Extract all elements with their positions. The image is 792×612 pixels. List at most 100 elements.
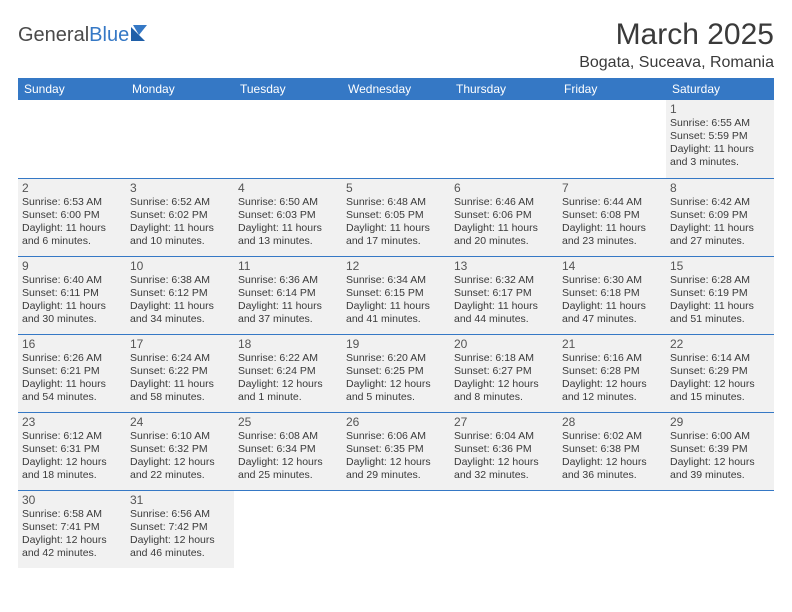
day-cell: 1Sunrise: 6:55 AMSunset: 5:59 PMDaylight… [666, 100, 774, 178]
day-sunset: Sunset: 6:05 PM [346, 209, 446, 222]
day-sunset: Sunset: 7:42 PM [130, 521, 230, 534]
day-number: 22 [670, 337, 770, 351]
day-number: 18 [238, 337, 338, 351]
day-info: Sunrise: 6:22 AMSunset: 6:24 PMDaylight:… [238, 352, 338, 405]
day-sunset: Sunset: 6:39 PM [670, 443, 770, 456]
day-info: Sunrise: 6:00 AMSunset: 6:39 PMDaylight:… [670, 430, 770, 483]
day-info: Sunrise: 6:36 AMSunset: 6:14 PMDaylight:… [238, 274, 338, 327]
day-sunset: Sunset: 6:12 PM [130, 287, 230, 300]
day-daylight: Daylight: 12 hours and 18 minutes. [22, 456, 122, 482]
day-cell: 28Sunrise: 6:02 AMSunset: 6:38 PMDayligh… [558, 412, 666, 490]
day-sunset: Sunset: 6:06 PM [454, 209, 554, 222]
day-sunset: Sunset: 6:34 PM [238, 443, 338, 456]
day-daylight: Daylight: 12 hours and 15 minutes. [670, 378, 770, 404]
day-sunset: Sunset: 6:21 PM [22, 365, 122, 378]
day-cell: 30Sunrise: 6:58 AMSunset: 7:41 PMDayligh… [18, 490, 126, 568]
day-sunset: Sunset: 6:32 PM [130, 443, 230, 456]
calendar-row: 9Sunrise: 6:40 AMSunset: 6:11 PMDaylight… [18, 256, 774, 334]
day-info: Sunrise: 6:14 AMSunset: 6:29 PMDaylight:… [670, 352, 770, 405]
day-daylight: Daylight: 12 hours and 5 minutes. [346, 378, 446, 404]
day-info: Sunrise: 6:42 AMSunset: 6:09 PMDaylight:… [670, 196, 770, 249]
day-number: 23 [22, 415, 122, 429]
day-daylight: Daylight: 11 hours and 44 minutes. [454, 300, 554, 326]
day-daylight: Daylight: 12 hours and 12 minutes. [562, 378, 662, 404]
day-sunset: Sunset: 7:41 PM [22, 521, 122, 534]
day-cell: 24Sunrise: 6:10 AMSunset: 6:32 PMDayligh… [126, 412, 234, 490]
day-sunrise: Sunrise: 6:34 AM [346, 274, 446, 287]
day-sunrise: Sunrise: 6:24 AM [130, 352, 230, 365]
day-number: 13 [454, 259, 554, 273]
day-daylight: Daylight: 12 hours and 42 minutes. [22, 534, 122, 560]
day-info: Sunrise: 6:28 AMSunset: 6:19 PMDaylight:… [670, 274, 770, 327]
empty-cell [342, 490, 450, 568]
weekday-header: Saturday [666, 78, 774, 100]
day-number: 30 [22, 493, 122, 507]
day-info: Sunrise: 6:58 AMSunset: 7:41 PMDaylight:… [22, 508, 122, 561]
weekday-header: Sunday [18, 78, 126, 100]
day-sunrise: Sunrise: 6:04 AM [454, 430, 554, 443]
day-sunset: Sunset: 6:15 PM [346, 287, 446, 300]
day-sunset: Sunset: 6:08 PM [562, 209, 662, 222]
day-cell: 7Sunrise: 6:44 AMSunset: 6:08 PMDaylight… [558, 178, 666, 256]
day-sunrise: Sunrise: 6:30 AM [562, 274, 662, 287]
day-info: Sunrise: 6:46 AMSunset: 6:06 PMDaylight:… [454, 196, 554, 249]
day-daylight: Daylight: 12 hours and 25 minutes. [238, 456, 338, 482]
day-daylight: Daylight: 11 hours and 6 minutes. [22, 222, 122, 248]
day-info: Sunrise: 6:38 AMSunset: 6:12 PMDaylight:… [130, 274, 230, 327]
day-cell: 14Sunrise: 6:30 AMSunset: 6:18 PMDayligh… [558, 256, 666, 334]
day-number: 12 [346, 259, 446, 273]
day-sunrise: Sunrise: 6:22 AM [238, 352, 338, 365]
day-number: 7 [562, 181, 662, 195]
day-sunset: Sunset: 6:27 PM [454, 365, 554, 378]
day-sunrise: Sunrise: 6:55 AM [670, 117, 770, 130]
day-number: 9 [22, 259, 122, 273]
day-info: Sunrise: 6:18 AMSunset: 6:27 PMDaylight:… [454, 352, 554, 405]
day-daylight: Daylight: 12 hours and 46 minutes. [130, 534, 230, 560]
day-number: 31 [130, 493, 230, 507]
day-sunrise: Sunrise: 6:36 AM [238, 274, 338, 287]
day-daylight: Daylight: 11 hours and 30 minutes. [22, 300, 122, 326]
day-daylight: Daylight: 11 hours and 17 minutes. [346, 222, 446, 248]
day-daylight: Daylight: 11 hours and 37 minutes. [238, 300, 338, 326]
day-info: Sunrise: 6:02 AMSunset: 6:38 PMDaylight:… [562, 430, 662, 483]
day-sunset: Sunset: 6:38 PM [562, 443, 662, 456]
weekday-header: Monday [126, 78, 234, 100]
header: GeneralBlue March 2025 Bogata, Suceava, … [18, 18, 774, 72]
day-daylight: Daylight: 12 hours and 1 minute. [238, 378, 338, 404]
day-daylight: Daylight: 11 hours and 54 minutes. [22, 378, 122, 404]
day-cell: 11Sunrise: 6:36 AMSunset: 6:14 PMDayligh… [234, 256, 342, 334]
day-sunset: Sunset: 6:25 PM [346, 365, 446, 378]
day-number: 8 [670, 181, 770, 195]
day-sunrise: Sunrise: 6:44 AM [562, 196, 662, 209]
day-number: 28 [562, 415, 662, 429]
calendar-row: 30Sunrise: 6:58 AMSunset: 7:41 PMDayligh… [18, 490, 774, 568]
day-daylight: Daylight: 11 hours and 3 minutes. [670, 143, 770, 169]
empty-cell [558, 100, 666, 178]
day-sunrise: Sunrise: 6:56 AM [130, 508, 230, 521]
day-sunset: Sunset: 6:14 PM [238, 287, 338, 300]
day-number: 26 [346, 415, 446, 429]
day-info: Sunrise: 6:52 AMSunset: 6:02 PMDaylight:… [130, 196, 230, 249]
day-sunrise: Sunrise: 6:10 AM [130, 430, 230, 443]
day-sunrise: Sunrise: 6:58 AM [22, 508, 122, 521]
day-sunset: Sunset: 6:00 PM [22, 209, 122, 222]
day-cell: 29Sunrise: 6:00 AMSunset: 6:39 PMDayligh… [666, 412, 774, 490]
day-cell: 3Sunrise: 6:52 AMSunset: 6:02 PMDaylight… [126, 178, 234, 256]
day-info: Sunrise: 6:10 AMSunset: 6:32 PMDaylight:… [130, 430, 230, 483]
day-cell: 16Sunrise: 6:26 AMSunset: 6:21 PMDayligh… [18, 334, 126, 412]
month-title: March 2025 [579, 18, 774, 52]
day-info: Sunrise: 6:56 AMSunset: 7:42 PMDaylight:… [130, 508, 230, 561]
day-cell: 5Sunrise: 6:48 AMSunset: 6:05 PMDaylight… [342, 178, 450, 256]
day-cell: 18Sunrise: 6:22 AMSunset: 6:24 PMDayligh… [234, 334, 342, 412]
day-info: Sunrise: 6:34 AMSunset: 6:15 PMDaylight:… [346, 274, 446, 327]
day-number: 17 [130, 337, 230, 351]
day-info: Sunrise: 6:55 AMSunset: 5:59 PMDaylight:… [670, 117, 770, 170]
calendar-header-row: SundayMondayTuesdayWednesdayThursdayFrid… [18, 78, 774, 100]
day-cell: 12Sunrise: 6:34 AMSunset: 6:15 PMDayligh… [342, 256, 450, 334]
day-cell: 21Sunrise: 6:16 AMSunset: 6:28 PMDayligh… [558, 334, 666, 412]
weekday-header: Tuesday [234, 78, 342, 100]
calendar-table: SundayMondayTuesdayWednesdayThursdayFrid… [18, 78, 774, 568]
day-daylight: Daylight: 12 hours and 8 minutes. [454, 378, 554, 404]
day-number: 2 [22, 181, 122, 195]
calendar-row: 2Sunrise: 6:53 AMSunset: 6:00 PMDaylight… [18, 178, 774, 256]
